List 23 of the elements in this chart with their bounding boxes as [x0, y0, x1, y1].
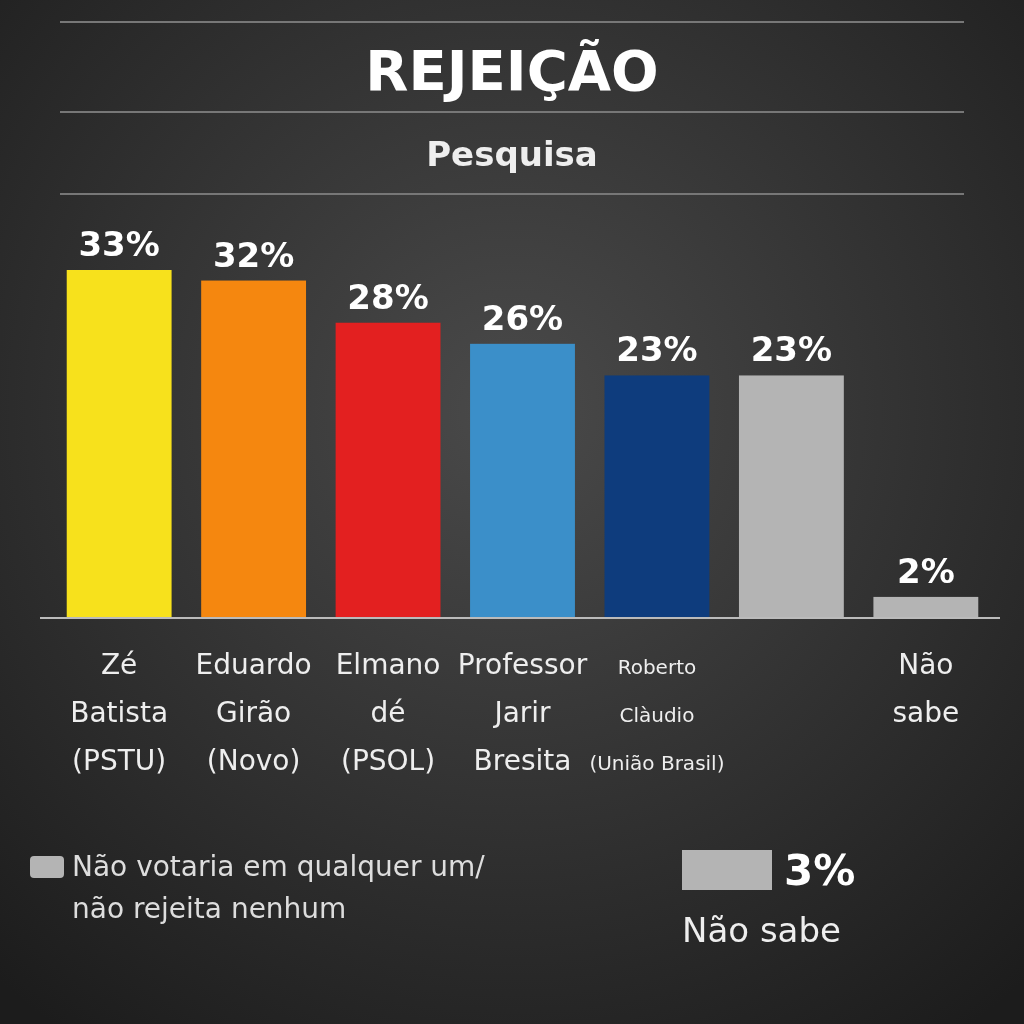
text: Não votaria em qualquer um/não rejeita nenhum [72, 850, 486, 925]
bar [201, 280, 307, 618]
data-label: 32% [212, 234, 295, 275]
chart-title: REJEIÇÃO [365, 38, 659, 103]
category-label: Roberto Clàudio (União Brasil) [589, 655, 725, 775]
x-tick-label: Eduardo Girão (Novo) [195, 648, 312, 777]
x-tick-label: Não sabe [892, 648, 960, 729]
data-label: 23% [616, 329, 698, 370]
bar [604, 375, 710, 618]
text: Não sabe [682, 910, 841, 950]
chart-subtitle: Pesquisa [426, 134, 598, 174]
bar [470, 343, 575, 618]
data-label: 28% [347, 276, 429, 317]
x-tick-label: Elmano dé (PSOL) [335, 648, 441, 777]
data-label: 33% [78, 224, 160, 264]
data-label: 2% [896, 550, 955, 591]
data-label: 26% [481, 297, 564, 338]
bar [66, 270, 172, 618]
x-tick-label: Zé Batista (PSTU) [70, 648, 169, 777]
data-label: 23% [750, 329, 833, 370]
text: 3% [784, 846, 856, 895]
bar [335, 322, 441, 618]
x-tick-label: Professor Jarir Bresita [457, 648, 588, 777]
